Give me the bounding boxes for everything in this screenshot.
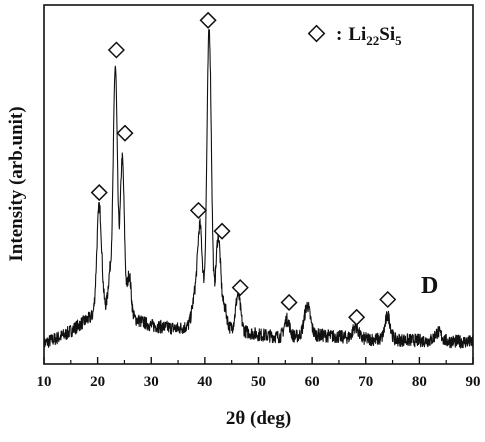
panel-label: D — [421, 273, 438, 299]
legend-text: : Li22Si5 — [336, 24, 402, 48]
x-tick-label: 10 — [37, 374, 52, 390]
x-tick-label: 40 — [197, 374, 212, 390]
x-tick-label: 30 — [144, 374, 159, 390]
y-axis-title: Intensity (arb.unit) — [6, 106, 27, 261]
li22si5-peak-marker-0 — [90, 183, 108, 202]
trace-layer — [43, 28, 474, 350]
li22si5-peak-marker-5 — [213, 222, 231, 240]
plot-frame — [43, 4, 474, 365]
legend-li-subscript: 22 — [366, 33, 379, 48]
x-tick-label: 90 — [466, 374, 481, 390]
li22si5-peak-marker-1 — [107, 41, 125, 59]
xrd-trace-0 — [43, 28, 474, 350]
li22si5-peak-marker-3 — [189, 201, 208, 219]
legend-si-subscript: 5 — [395, 33, 402, 48]
x-axis-title: 2θ (deg) — [226, 408, 291, 429]
li22si5-peak-marker-8 — [348, 308, 366, 326]
legend-diamond-icon — [307, 24, 326, 43]
legend: : Li22Si5 — [307, 24, 402, 48]
li22si5-peak-marker-4 — [199, 11, 217, 29]
tick-layer: 10 20 30 40 50 60 70 80 90 — [37, 357, 481, 390]
li22si5-peak-marker-7 — [280, 293, 298, 312]
legend-si: Si — [379, 24, 395, 45]
li22si5-peak-marker-2 — [116, 124, 134, 142]
x-tick-label: 20 — [90, 374, 105, 390]
legend-li: Li — [348, 24, 366, 45]
x-tick-label: 70 — [358, 374, 373, 390]
li22si5-peak-marker-9 — [379, 290, 397, 309]
legend-separator: : — [336, 24, 342, 45]
x-tick-label: 60 — [305, 374, 320, 390]
li22si5-peak-marker-6 — [231, 279, 249, 297]
x-tick-label: 80 — [412, 374, 427, 390]
x-tick-label: 50 — [251, 374, 266, 390]
marker-layer — [90, 11, 397, 326]
